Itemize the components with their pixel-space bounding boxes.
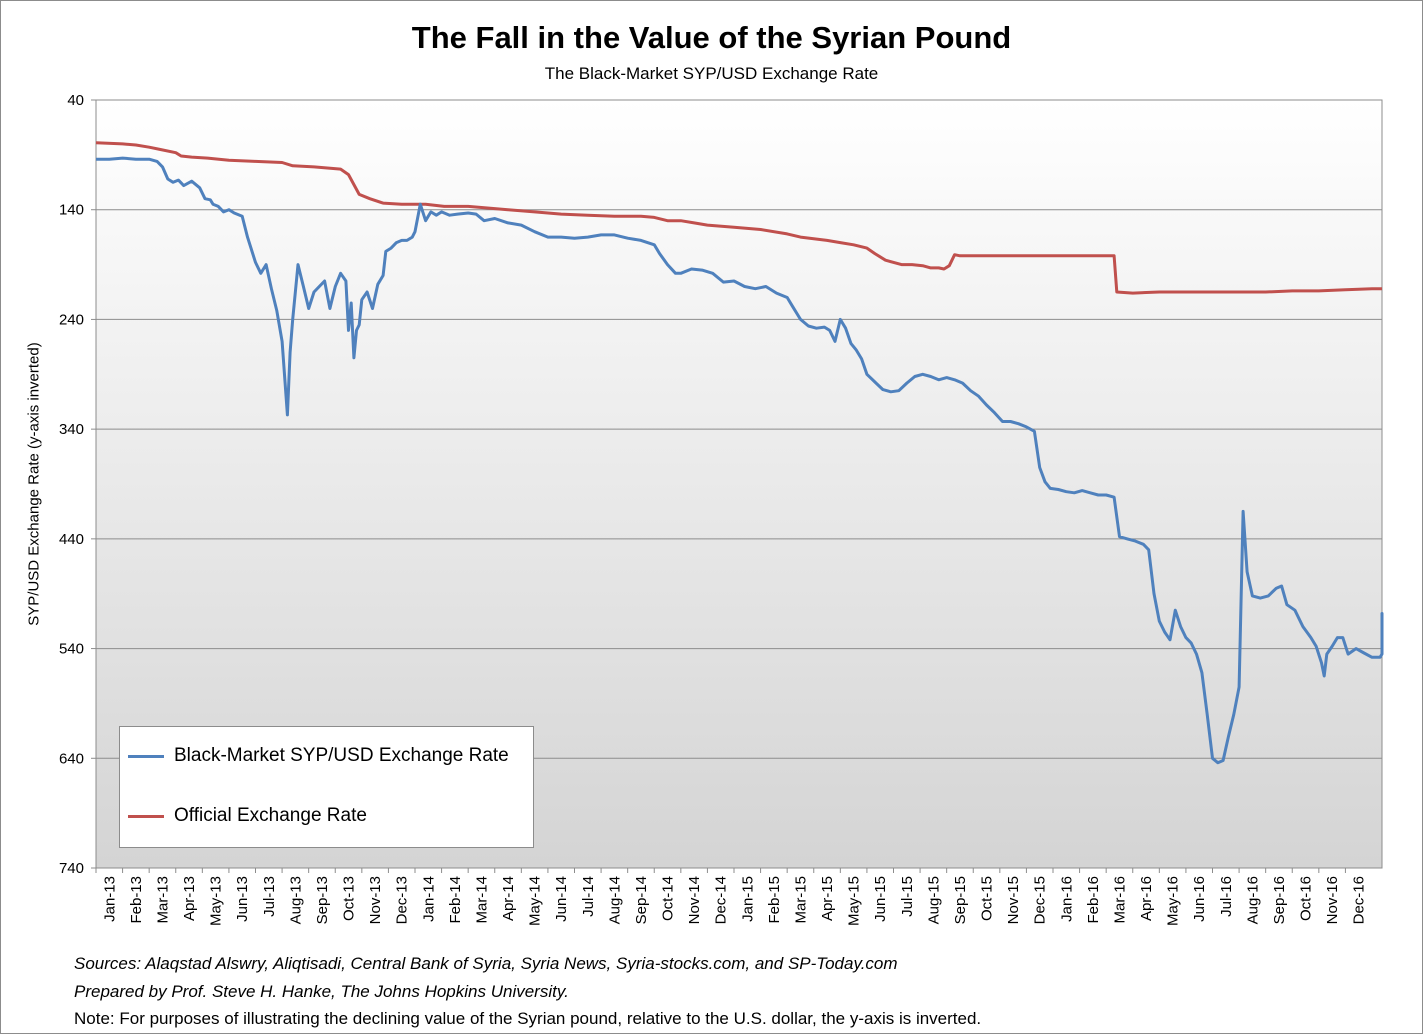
grid-lines: [96, 99, 1382, 869]
legend-swatch-black-market: [128, 754, 164, 758]
x-tick-label: Jul-16: [1218, 876, 1235, 917]
x-tick-label: Jan-14: [420, 876, 437, 922]
x-tick-label: Nov-15: [1005, 876, 1022, 924]
x-tick-label: Feb-16: [1085, 876, 1102, 924]
legend: Black-Market SYP/USD Exchange Rate Offic…: [119, 726, 534, 848]
y-tick-label: 640: [59, 750, 84, 767]
x-tick-label: Oct-13: [341, 876, 358, 921]
x-tick-label: Dec-16: [1351, 876, 1368, 924]
x-tick-label: Sep-16: [1271, 876, 1288, 924]
x-tick-label: Apr-15: [819, 876, 836, 921]
x-tick-label: Jan-16: [1058, 876, 1075, 922]
legend-label-official: Official Exchange Rate: [174, 805, 367, 826]
x-tick-label: Apr-16: [1138, 876, 1155, 921]
series-line-black-market: [96, 156, 1384, 765]
legend-item-black-market: Black-Market SYP/USD Exchange Rate: [128, 745, 509, 767]
series-line-official: [95, 141, 1382, 295]
x-tick-label: Sep-15: [952, 876, 969, 924]
chart-title: The Fall in the Value of the Syrian Poun…: [411, 20, 1012, 55]
y-tick-label: 140: [59, 202, 84, 219]
x-tick-label: Dec-14: [713, 876, 730, 924]
x-tick-label: Jun-13: [234, 876, 251, 922]
footer-note: Note: For purposes of illustrating the d…: [74, 1009, 982, 1028]
legend-label-black-market: Black-Market SYP/USD Exchange Rate: [174, 745, 509, 766]
x-tick-label: Feb-14: [447, 876, 464, 924]
y-tick-label: 40: [67, 92, 84, 109]
x-tick-label: Mar-14: [473, 876, 490, 924]
x-tick-label: Jan-15: [739, 876, 756, 922]
x-tick-label: Feb-15: [766, 876, 783, 924]
x-tick-label: Jul-13: [261, 876, 278, 917]
y-tick-label: 540: [59, 641, 84, 658]
x-tick-label: Nov-14: [686, 876, 703, 924]
x-tick-label: Jun-14: [553, 876, 570, 922]
x-tick-label: Dec-13: [394, 876, 411, 924]
x-tick-label: Jul-15: [899, 876, 916, 917]
x-tick-label: May-14: [527, 876, 544, 926]
x-tick-label: Sep-14: [633, 876, 650, 924]
x-tick-label: Mar-13: [154, 876, 171, 924]
x-tick-label: Oct-15: [979, 876, 996, 921]
x-tick-label: Aug-14: [606, 876, 623, 924]
x-tick-label: Jun-16: [1191, 876, 1208, 922]
y-tick-label: 340: [59, 421, 84, 438]
y-tick-label: 440: [59, 531, 84, 548]
footer-prepared-by: Prepared by Prof. Steve H. Hanke, The Jo…: [74, 982, 569, 1001]
x-tick-label: May-15: [846, 876, 863, 926]
x-tick-label: Nov-13: [367, 876, 384, 924]
x-tick-label: Sep-13: [314, 876, 331, 924]
x-tick-label: Nov-16: [1324, 876, 1341, 924]
footer-sources: Sources: Alaqstad Alswry, Aliqtisadi, Ce…: [74, 954, 898, 973]
y-axis-ticks: 40 140 240 340 440 540 640 740: [59, 92, 96, 877]
x-tick-label: Jul-14: [580, 876, 597, 917]
x-tick-label: May-16: [1165, 876, 1182, 926]
x-tick-label: Aug-13: [287, 876, 304, 924]
legend-item-official: Official Exchange Rate: [128, 805, 367, 827]
series-lines: [95, 141, 1384, 765]
x-tick-label: Dec-15: [1032, 876, 1049, 924]
x-tick-label: Mar-15: [792, 876, 809, 924]
x-tick-label: Aug-15: [925, 876, 942, 924]
legend-swatch-official: [128, 814, 164, 818]
y-tick-label: 740: [59, 860, 84, 877]
chart-subtitle: The Black-Market SYP/USD Exchange Rate: [544, 64, 879, 83]
x-tick-label: Oct-16: [1298, 876, 1315, 921]
x-tick-label: Feb-13: [128, 876, 145, 924]
x-tick-label: Mar-16: [1111, 876, 1128, 924]
x-tick-label: Apr-13: [181, 876, 198, 921]
x-tick-label: Jan-13: [101, 876, 118, 922]
x-tick-label: May-13: [208, 876, 225, 926]
x-tick-label: Apr-14: [500, 876, 517, 921]
x-tick-label: Aug-16: [1244, 876, 1261, 924]
x-axis-ticks: Jan-13 Feb-13 Mar-13 Apr-13 May-13 Jun-13 Jul-…: [95, 868, 1368, 926]
x-tick-label: Jun-15: [872, 876, 889, 922]
x-tick-label: Oct-14: [660, 876, 677, 921]
y-tick-label: 240: [59, 311, 84, 328]
